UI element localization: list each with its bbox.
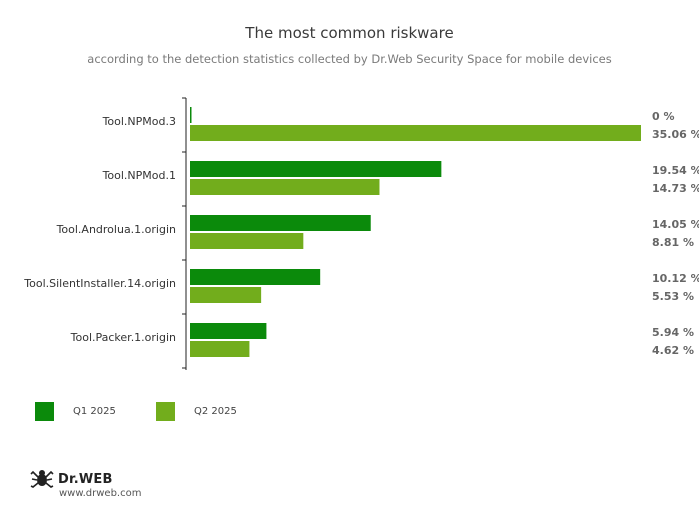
chart-subtitle: according to the detection statistics co… (87, 52, 612, 66)
category-label: Tool.NPMod.1 (102, 169, 176, 182)
category-label: Tool.NPMod.3 (102, 115, 176, 128)
spider-logo-icon (30, 470, 54, 488)
bar-q2 (190, 179, 380, 195)
category-label: Tool.Androlua.1.origin (56, 223, 176, 236)
category-label: Tool.SilentInstaller.14.origin (23, 277, 176, 290)
brand-url[interactable]: www.drweb.com (59, 488, 142, 499)
data-label: 0 % (652, 110, 675, 123)
legend-label-q1: Q1 2025 (73, 406, 116, 417)
data-label: 14.05 % (652, 218, 699, 231)
bar-q2 (190, 341, 250, 357)
bar-q1 (190, 269, 321, 285)
data-label: 4.62 % (652, 344, 694, 357)
data-label: 5.53 % (652, 290, 694, 303)
data-label: 8.81 % (652, 236, 694, 249)
category-label: Tool.Packer.1.origin (70, 331, 176, 344)
data-label: 10.12 % (652, 272, 699, 285)
data-label: 5.94 % (652, 326, 694, 339)
chart-title: The most common riskware (245, 24, 454, 42)
brand-name: Dr.WEB (58, 472, 113, 487)
bar-chart: Tool.NPMod.3 0 % 35.06 % Tool.NPMod.1 19.54 … (23, 97, 699, 370)
bar-q1 (190, 215, 371, 231)
data-label: 19.54 % (652, 164, 699, 177)
data-label: 14.73 % (652, 182, 699, 195)
legend-swatch-q1 (35, 402, 54, 421)
bar-q2 (190, 287, 262, 303)
bar-q2 (190, 125, 641, 141)
bar-q1 (190, 107, 192, 123)
legend-swatch-q2 (156, 402, 175, 421)
data-label: 35.06 % (652, 128, 699, 141)
bar-q2 (190, 233, 304, 249)
bar-q1 (190, 323, 267, 339)
bar-q1 (190, 161, 442, 177)
legend-label-q2: Q2 2025 (194, 406, 237, 417)
